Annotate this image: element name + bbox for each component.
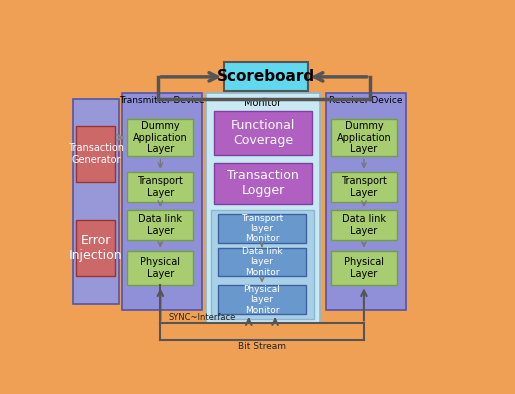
Text: Data link
Layer: Data link Layer bbox=[342, 214, 386, 236]
FancyBboxPatch shape bbox=[331, 210, 397, 240]
Text: Bit Stream: Bit Stream bbox=[238, 342, 286, 351]
FancyBboxPatch shape bbox=[331, 251, 397, 285]
FancyBboxPatch shape bbox=[331, 172, 397, 202]
FancyBboxPatch shape bbox=[218, 285, 306, 314]
Text: Functional
Coverage: Functional Coverage bbox=[231, 119, 295, 147]
Text: Data link
Layer: Data link Layer bbox=[139, 214, 182, 236]
Text: Transaction
Logger: Transaction Logger bbox=[227, 169, 299, 197]
FancyBboxPatch shape bbox=[214, 163, 312, 204]
FancyBboxPatch shape bbox=[122, 93, 202, 310]
Text: SYNC~Interface: SYNC~Interface bbox=[168, 313, 236, 322]
Text: Data link
layer
Monitor: Data link layer Monitor bbox=[242, 247, 282, 277]
FancyBboxPatch shape bbox=[127, 172, 193, 202]
FancyBboxPatch shape bbox=[331, 119, 397, 156]
Text: Transmitter Device: Transmitter Device bbox=[119, 97, 205, 106]
Text: Receiver Device: Receiver Device bbox=[329, 97, 402, 106]
FancyBboxPatch shape bbox=[211, 210, 314, 319]
FancyBboxPatch shape bbox=[76, 126, 115, 182]
Text: Scoreboard: Scoreboard bbox=[217, 69, 315, 84]
FancyBboxPatch shape bbox=[206, 93, 320, 323]
FancyBboxPatch shape bbox=[127, 119, 193, 156]
Text: Physical
Layer: Physical Layer bbox=[141, 257, 180, 279]
Text: Monitor: Monitor bbox=[245, 98, 282, 108]
Text: Dummy
Application
Layer: Dummy Application Layer bbox=[336, 121, 391, 154]
FancyBboxPatch shape bbox=[73, 99, 119, 304]
Text: Transaction
Generator: Transaction Generator bbox=[68, 143, 124, 165]
Text: Transport
Layer: Transport Layer bbox=[138, 176, 183, 198]
FancyBboxPatch shape bbox=[218, 247, 306, 276]
Text: Physical
layer
Monitor: Physical layer Monitor bbox=[244, 285, 280, 315]
Text: Dummy
Application
Layer: Dummy Application Layer bbox=[133, 121, 188, 154]
Text: Transport
Layer: Transport Layer bbox=[341, 176, 387, 198]
FancyBboxPatch shape bbox=[224, 63, 308, 91]
FancyBboxPatch shape bbox=[127, 251, 193, 285]
FancyBboxPatch shape bbox=[218, 214, 306, 243]
FancyBboxPatch shape bbox=[76, 220, 115, 276]
Text: Error
Injection: Error Injection bbox=[69, 234, 123, 262]
FancyBboxPatch shape bbox=[214, 111, 312, 155]
FancyBboxPatch shape bbox=[326, 93, 406, 310]
Text: Physical
Layer: Physical Layer bbox=[344, 257, 384, 279]
Text: Transport
layer
Monitor: Transport layer Monitor bbox=[241, 214, 283, 243]
FancyBboxPatch shape bbox=[127, 210, 193, 240]
